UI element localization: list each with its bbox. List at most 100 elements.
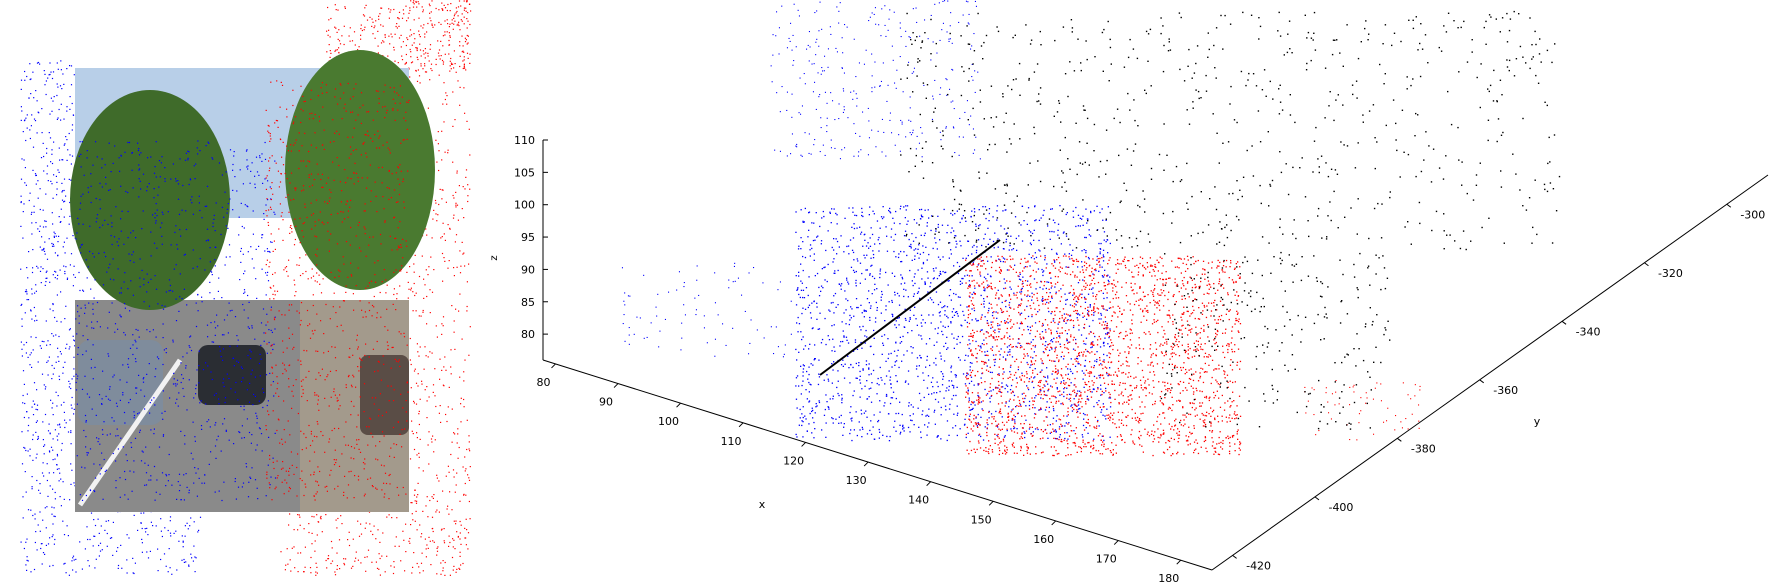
projected-point	[68, 380, 70, 382]
projected-point	[288, 309, 290, 311]
projected-point	[49, 281, 51, 283]
projected-point	[464, 188, 466, 190]
cloud-point	[1006, 354, 1009, 356]
projected-point	[469, 62, 471, 64]
projected-point	[363, 226, 365, 228]
projected-point	[328, 44, 330, 46]
cloud-point	[870, 433, 873, 435]
cloud-point	[826, 401, 828, 403]
projected-point	[370, 137, 372, 139]
projected-point	[453, 565, 455, 567]
projected-point	[430, 256, 432, 258]
cloud-point	[1065, 299, 1067, 301]
projected-point	[70, 404, 72, 406]
cloud-point	[802, 289, 805, 291]
projected-point	[288, 304, 290, 306]
cloud-point	[840, 235, 842, 237]
cloud-point	[870, 345, 872, 347]
projected-point	[123, 281, 125, 283]
projected-point	[412, 566, 414, 568]
cloud-point	[1102, 292, 1104, 294]
projected-point	[32, 169, 34, 171]
cloud-point	[977, 422, 979, 424]
cloud-point	[835, 418, 837, 420]
projected-point	[281, 212, 283, 214]
projected-point	[357, 224, 359, 226]
projected-point	[229, 345, 231, 347]
cloud-point	[818, 328, 821, 330]
projected-point	[253, 267, 255, 269]
projected-point	[251, 369, 253, 371]
cloud-point	[914, 282, 916, 285]
cloud-point	[903, 235, 906, 237]
projected-point	[279, 203, 281, 205]
cloud-point	[906, 205, 909, 207]
projected-point	[33, 382, 36, 384]
cloud-point	[913, 249, 915, 251]
cloud-point	[882, 434, 884, 436]
cloud-point	[861, 436, 863, 438]
cloud-point	[1063, 231, 1065, 233]
cloud-point	[1003, 248, 1005, 250]
cloud-point	[809, 255, 811, 257]
projected-point	[344, 181, 347, 184]
projected-point	[146, 551, 148, 553]
cloud-point	[1008, 301, 1011, 304]
projected-point	[192, 458, 194, 460]
projected-point	[215, 202, 217, 204]
projected-point	[141, 450, 143, 452]
projected-point	[32, 459, 34, 461]
projected-point	[320, 518, 322, 520]
projected-point	[73, 356, 75, 358]
projected-point	[161, 535, 163, 538]
projected-point	[152, 329, 154, 331]
projected-point	[206, 205, 208, 207]
projected-point	[400, 246, 402, 248]
projected-point	[449, 10, 451, 12]
projected-point	[45, 193, 47, 195]
projected-point	[158, 160, 161, 162]
projected-point	[141, 527, 143, 530]
projected-point	[330, 469, 332, 471]
cloud-point	[895, 430, 897, 432]
projected-point	[360, 34, 362, 36]
projected-point	[26, 538, 28, 540]
projected-point	[23, 547, 25, 550]
cloud-point	[803, 297, 806, 299]
cloud-point	[918, 244, 920, 246]
projected-point	[46, 463, 48, 465]
cloud-point	[1068, 341, 1070, 343]
projected-point	[177, 198, 180, 200]
projected-point	[218, 277, 220, 279]
cloud-point	[1017, 342, 1019, 344]
projected-point	[229, 310, 231, 312]
projected-point	[51, 162, 54, 165]
cloud-point	[1075, 338, 1077, 341]
projected-point	[85, 420, 87, 422]
cloud-point	[1006, 232, 1008, 234]
projected-point	[214, 246, 216, 248]
projected-point	[25, 449, 27, 452]
projected-point	[424, 346, 426, 348]
cloud-point	[864, 239, 866, 241]
projected-point	[319, 283, 321, 285]
projected-point	[414, 254, 416, 256]
cloud-point	[855, 362, 857, 365]
cloud-point	[876, 309, 878, 311]
projected-point	[40, 547, 42, 550]
cloud-point	[920, 208, 923, 211]
cloud-point	[973, 291, 975, 293]
projected-point	[468, 477, 470, 479]
projected-point	[384, 117, 386, 119]
projected-point	[390, 33, 392, 35]
projected-point	[303, 494, 305, 497]
projected-point	[224, 401, 226, 404]
cloud-point	[903, 354, 905, 356]
cloud-point	[915, 248, 917, 250]
cloud-point	[918, 365, 920, 367]
projected-point	[405, 551, 407, 553]
projected-point	[446, 420, 448, 423]
projected-point	[375, 458, 377, 460]
projected-point	[327, 558, 329, 560]
projected-point	[51, 212, 53, 214]
